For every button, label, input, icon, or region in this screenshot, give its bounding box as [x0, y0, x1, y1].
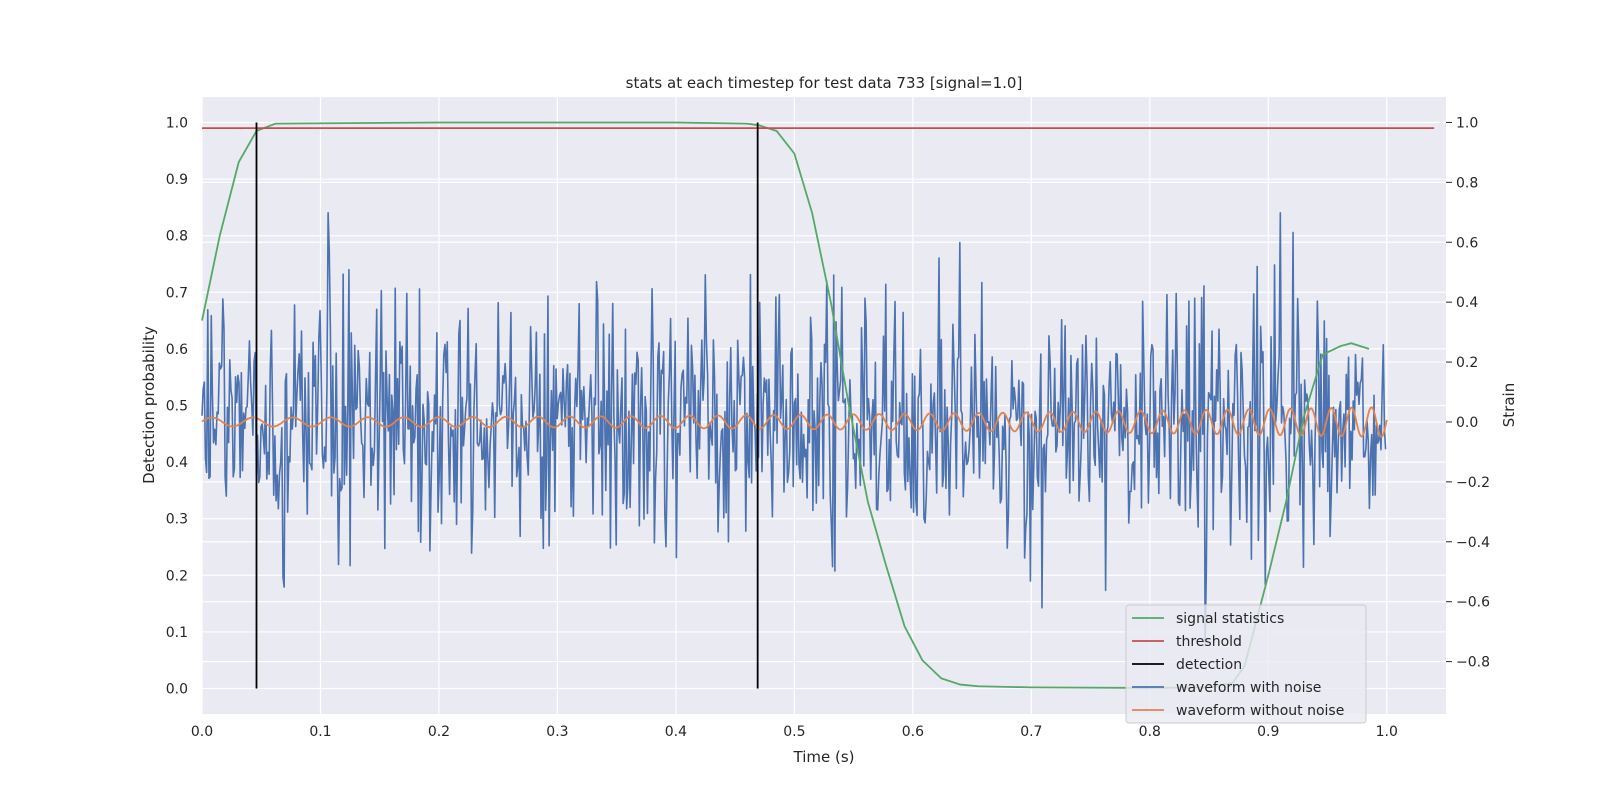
legend-label-waveform-with-noise: waveform with noise	[1176, 680, 1321, 696]
y-right-tick-label: −0.6	[1456, 595, 1490, 611]
x-tick-label: 0.2	[428, 724, 450, 740]
y-left-tick-label: 0.4	[166, 455, 188, 471]
legend: signal statistics threshold detection wa…	[1125, 604, 1367, 724]
y-left-tick-label: 0.3	[166, 512, 188, 528]
y-axis-label-left: Detection probability	[140, 326, 158, 484]
legend-label-signal-statistics: signal statistics	[1176, 611, 1284, 627]
y-right-tick-label: −0.4	[1456, 535, 1490, 551]
legend-label-detection: detection	[1176, 657, 1242, 673]
x-tick-label: 0.3	[546, 724, 568, 740]
y-left-tick-label: 0.2	[166, 568, 188, 584]
x-axis-label: Time (s)	[793, 748, 855, 766]
chart-title: stats at each timestep for test data 733…	[626, 74, 1023, 92]
legend-label-threshold: threshold	[1176, 634, 1242, 650]
x-tick-label: 0.7	[1020, 724, 1042, 740]
y-right-tick-label: 1.0	[1456, 115, 1478, 131]
y-left-tick-label: 0.7	[166, 285, 188, 301]
y-right-tick-label: 0.8	[1456, 175, 1478, 191]
y-right-tick-label: 0.2	[1456, 355, 1478, 371]
y-right-tick-label: −0.2	[1456, 475, 1490, 491]
series-waveform-without-noise	[201, 406, 1388, 438]
x-tick-label: 0.4	[665, 724, 687, 740]
x-tick-label: 0.6	[902, 724, 924, 740]
series-waveform-with-noise	[201, 211, 1387, 644]
x-tick-label: 0.1	[309, 724, 331, 740]
x-tick-label: 1.0	[1376, 724, 1398, 740]
y-left-tick-label: 0.5	[166, 399, 188, 415]
y-axis-label-right: Strain	[1500, 383, 1518, 427]
y-right-tick-label: 0.0	[1456, 415, 1478, 431]
y-right-tick-label: 0.4	[1456, 295, 1478, 311]
y-right-tick-label: −0.8	[1456, 655, 1490, 671]
y-left-tick-label: 0.0	[166, 682, 188, 698]
y-left-tick-label: 0.1	[166, 625, 188, 641]
y-left-tick-label: 0.8	[166, 229, 188, 245]
x-tick-label: 0.8	[1139, 724, 1161, 740]
x-tick-label: 0.5	[783, 724, 805, 740]
legend-box	[1125, 604, 1367, 724]
series-signal-statistics	[201, 121, 1370, 689]
x-tick-label: 0.0	[191, 724, 213, 740]
legend-label-waveform-without-noise: waveform without noise	[1176, 703, 1344, 719]
y-right-tick-label: 0.6	[1456, 235, 1478, 251]
y-left-tick-label: 0.6	[166, 342, 188, 358]
ticks: 0.0 0.1 0.2 0.3 0.4 0.5 0.6 0.7 0.8 0.9 1.0 0.0 0.1 0…	[166, 115, 1490, 740]
y-left-tick-label: 0.9	[166, 172, 188, 188]
y-left-tick-label: 1.0	[166, 115, 188, 131]
series-layer	[201, 121, 1435, 689]
x-tick-label: 0.9	[1257, 724, 1279, 740]
